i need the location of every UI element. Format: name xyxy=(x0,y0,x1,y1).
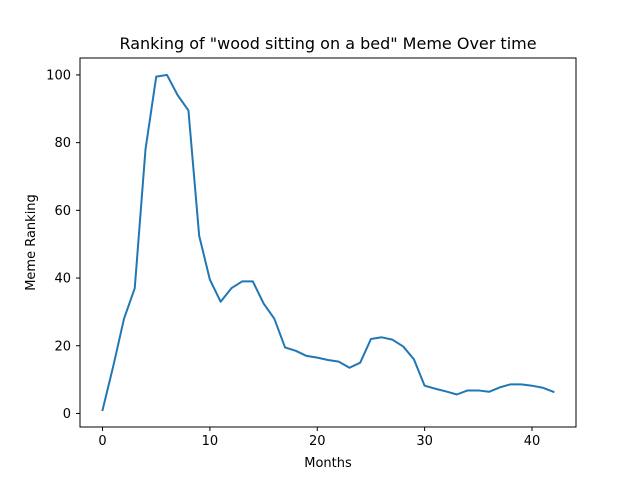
series-line xyxy=(101,73,555,412)
chart-title: Ranking of "wood sitting on a bed" Meme … xyxy=(119,34,536,53)
x-tick-label: 0 xyxy=(98,434,106,449)
y-tick-label: 60 xyxy=(54,204,71,219)
x-tick-label: 30 xyxy=(416,434,433,449)
x-axis-label: Months xyxy=(304,456,352,471)
series-layer xyxy=(101,73,555,412)
x-tick-label: 20 xyxy=(309,434,326,449)
y-tick-label: 40 xyxy=(54,272,71,287)
y-tick-label: 20 xyxy=(54,339,71,354)
y-tick-label: 80 xyxy=(54,136,71,151)
y-tick-label: 0 xyxy=(63,407,71,422)
y-tick-label: 100 xyxy=(46,68,71,83)
y-axis-label: Meme Ranking xyxy=(24,194,39,291)
plot-frame xyxy=(79,57,577,428)
axis-ticks: 0 10 20 30 40 0 20 40 60 80 100 xyxy=(46,68,540,449)
x-tick-label: 40 xyxy=(524,434,541,449)
x-tick-label: 10 xyxy=(202,434,219,449)
